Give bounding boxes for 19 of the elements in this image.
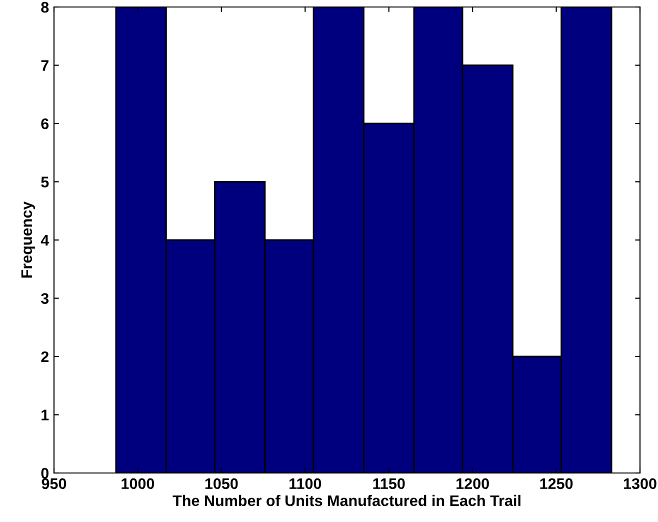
x-tick-label: 1200 — [456, 478, 489, 490]
y-axis-title: Frequency — [21, 201, 36, 278]
x-tick-label: 1250 — [540, 478, 573, 490]
x-tick-label: 1100 — [290, 478, 322, 490]
x-tick-label: 1300 — [624, 478, 656, 490]
x-tick-label: 1150 — [373, 478, 405, 490]
y-tick-label: 7 — [41, 60, 48, 71]
x-axis-title: The Number of Units Manufactured in Each Trail — [172, 494, 520, 506]
y-tick-label: 3 — [40, 293, 49, 304]
x-tick-label: 1000 — [122, 478, 154, 490]
y-tick-label: 2 — [41, 351, 49, 362]
y-tick-label: 0 — [41, 468, 49, 479]
y-tick-label: 6 — [41, 118, 49, 130]
y-tick-label: 8 — [41, 2, 49, 13]
x-tick-label: 1050 — [205, 478, 238, 490]
y-tick-label: 5 — [41, 176, 49, 188]
x-tick-label: 950 — [42, 478, 66, 490]
y-tick-label: 1 — [42, 410, 49, 420]
y-tick-label: 4 — [40, 235, 50, 246]
